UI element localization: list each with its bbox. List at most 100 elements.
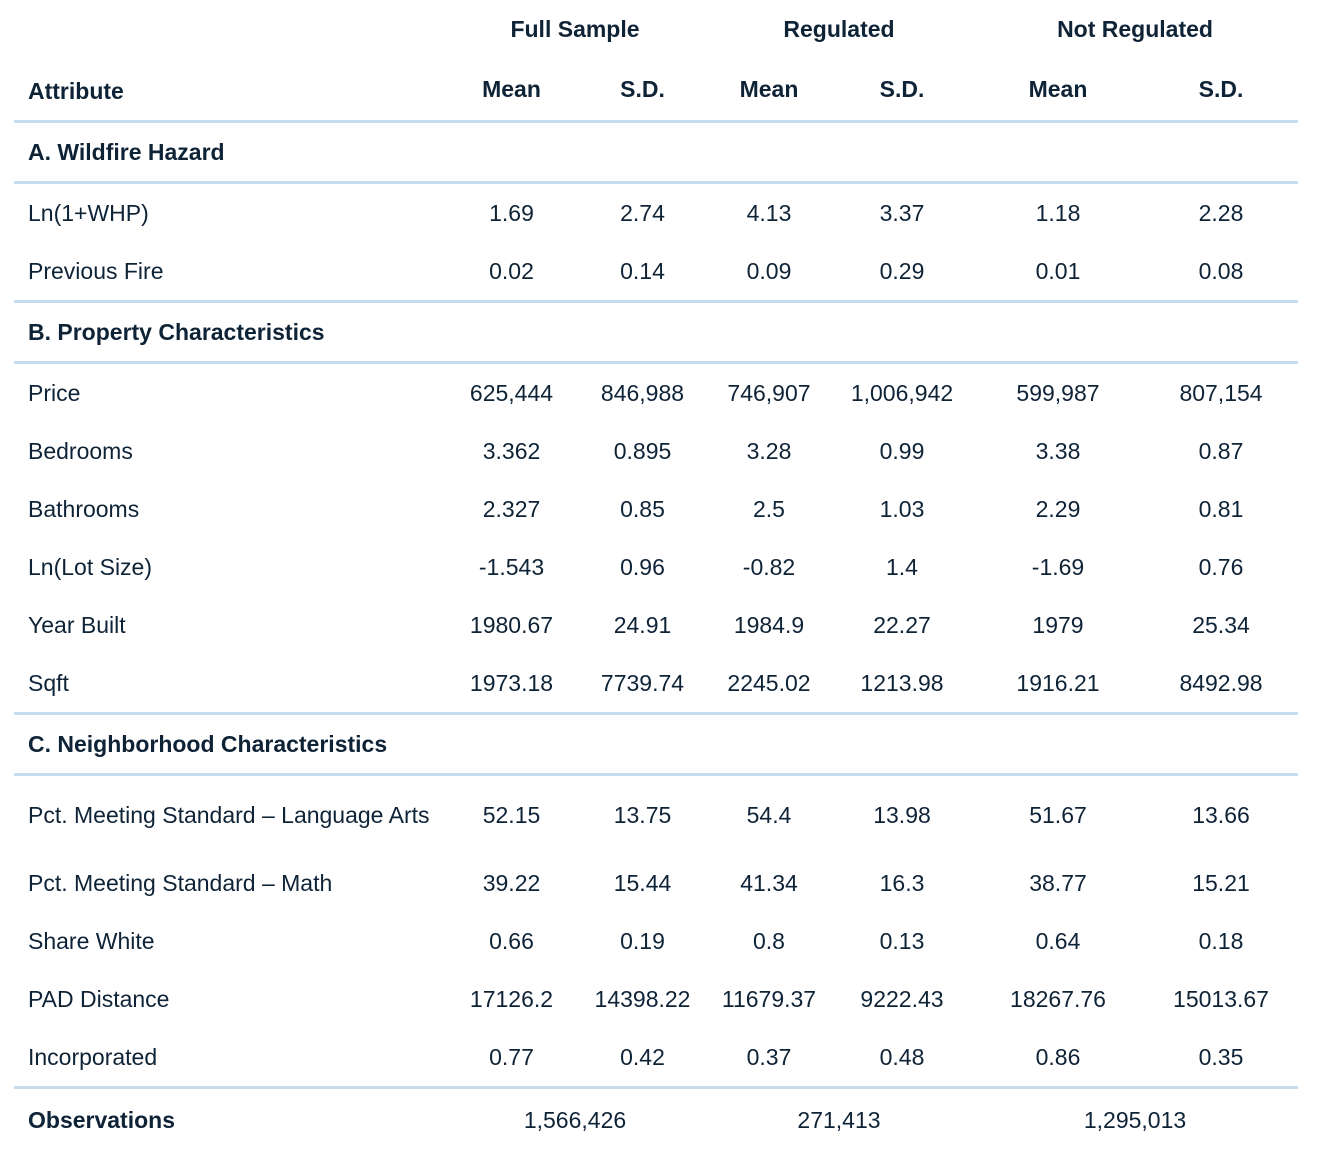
table-cell: 0.895	[579, 422, 706, 480]
table-cell: -0.82	[706, 538, 832, 596]
table-cell: 599,987	[972, 363, 1144, 423]
table-cell: 38.77	[972, 854, 1144, 912]
group-header-full-sample: Full Sample	[444, 0, 706, 58]
table-cell: 18267.76	[972, 970, 1144, 1028]
column-header-full-mean: Mean	[444, 58, 579, 122]
table-cell: 0.08	[1144, 242, 1298, 302]
table-cell: 11679.37	[706, 970, 832, 1028]
column-header-row: Attribute Mean S.D. Mean S.D. Mean S.D.	[14, 58, 1298, 122]
table-cell: 2245.02	[706, 654, 832, 714]
column-header-regulated-sd: S.D.	[832, 58, 972, 122]
table-cell: 15.21	[1144, 854, 1298, 912]
table-cell: 625,444	[444, 363, 579, 423]
row-label: Bathrooms	[14, 480, 444, 538]
table-cell: 1.03	[832, 480, 972, 538]
table-row: PAD Distance 17126.2 14398.22 11679.37 9…	[14, 970, 1298, 1028]
table-cell: 1,006,942	[832, 363, 972, 423]
table-cell: 0.01	[972, 242, 1144, 302]
row-label: Ln(1+WHP)	[14, 183, 444, 243]
table-cell: 0.81	[1144, 480, 1298, 538]
table-cell: 0.64	[972, 912, 1144, 970]
table-row: Ln(1+WHP) 1.69 2.74 4.13 3.37 1.18 2.28	[14, 183, 1298, 243]
table-cell: 52.15	[444, 775, 579, 855]
table-cell: 0.35	[1144, 1028, 1298, 1088]
section-header-row: A. Wildfire Hazard	[14, 122, 1298, 183]
empty-header-cell	[14, 0, 444, 58]
observations-full-sample: 1,566,426	[444, 1088, 706, 1151]
table-cell: 0.48	[832, 1028, 972, 1088]
table-cell: 51.67	[972, 775, 1144, 855]
table-cell: 4.13	[706, 183, 832, 243]
table-cell: 2.5	[706, 480, 832, 538]
row-label: Pct. Meeting Standard – Language Arts	[14, 775, 444, 855]
table-cell: 54.4	[706, 775, 832, 855]
table-cell: 39.22	[444, 854, 579, 912]
column-header-full-sd: S.D.	[579, 58, 706, 122]
table-header: Full Sample Regulated Not Regulated Attr…	[14, 0, 1298, 122]
table-row: Ln(Lot Size) -1.543 0.96 -0.82 1.4 -1.69…	[14, 538, 1298, 596]
table-cell: 0.77	[444, 1028, 579, 1088]
table-cell: 0.14	[579, 242, 706, 302]
table-cell: 41.34	[706, 854, 832, 912]
table-cell: 0.02	[444, 242, 579, 302]
group-header-row: Full Sample Regulated Not Regulated	[14, 0, 1298, 58]
table-cell: 9222.43	[832, 970, 972, 1028]
table-cell: 8492.98	[1144, 654, 1298, 714]
section-title: C. Neighborhood Characteristics	[14, 714, 1298, 775]
table-cell: 2.28	[1144, 183, 1298, 243]
table-cell: 3.362	[444, 422, 579, 480]
row-label: Ln(Lot Size)	[14, 538, 444, 596]
observations-row: Observations 1,566,426 271,413 1,295,013	[14, 1088, 1298, 1151]
table-cell: 3.28	[706, 422, 832, 480]
table-cell: 746,907	[706, 363, 832, 423]
table-cell: 13.66	[1144, 775, 1298, 855]
table-cell: 7739.74	[579, 654, 706, 714]
table-cell: 14398.22	[579, 970, 706, 1028]
section-title: B. Property Characteristics	[14, 302, 1298, 363]
table-row: Bathrooms 2.327 0.85 2.5 1.03 2.29 0.81	[14, 480, 1298, 538]
table-row: Price 625,444 846,988 746,907 1,006,942 …	[14, 363, 1298, 423]
table-cell: 17126.2	[444, 970, 579, 1028]
row-label: PAD Distance	[14, 970, 444, 1028]
table-cell: 2.29	[972, 480, 1144, 538]
row-label: Pct. Meeting Standard – Math	[14, 854, 444, 912]
group-header-not-regulated: Not Regulated	[972, 0, 1298, 58]
table-cell: 0.76	[1144, 538, 1298, 596]
summary-statistics-table: Full Sample Regulated Not Regulated Attr…	[14, 0, 1298, 1151]
table-cell: 1213.98	[832, 654, 972, 714]
table-body: A. Wildfire Hazard Ln(1+WHP) 1.69 2.74 4…	[14, 122, 1298, 1151]
table-cell: 2.327	[444, 480, 579, 538]
table-cell: 1984.9	[706, 596, 832, 654]
table-cell: 846,988	[579, 363, 706, 423]
table-cell: 13.98	[832, 775, 972, 855]
group-header-regulated: Regulated	[706, 0, 972, 58]
observations-label: Observations	[14, 1088, 444, 1151]
table-cell: 0.19	[579, 912, 706, 970]
table-cell: 13.75	[579, 775, 706, 855]
table-cell: 0.99	[832, 422, 972, 480]
table-row: Pct. Meeting Standard – Math 39.22 15.44…	[14, 854, 1298, 912]
table-cell: 0.37	[706, 1028, 832, 1088]
row-label: Sqft	[14, 654, 444, 714]
table-cell: 0.85	[579, 480, 706, 538]
table-cell: 1973.18	[444, 654, 579, 714]
table-cell: 3.37	[832, 183, 972, 243]
table-cell: 22.27	[832, 596, 972, 654]
column-header-not-regulated-mean: Mean	[972, 58, 1144, 122]
table-cell: 24.91	[579, 596, 706, 654]
table-row: Sqft 1973.18 7739.74 2245.02 1213.98 191…	[14, 654, 1298, 714]
observations-not-regulated: 1,295,013	[972, 1088, 1298, 1151]
table-cell: 0.29	[832, 242, 972, 302]
table-row: Previous Fire 0.02 0.14 0.09 0.29 0.01 0…	[14, 242, 1298, 302]
table-cell: 15013.67	[1144, 970, 1298, 1028]
table-cell: 1.18	[972, 183, 1144, 243]
table-cell: 2.74	[579, 183, 706, 243]
table-cell: 0.8	[706, 912, 832, 970]
table-cell: 0.86	[972, 1028, 1144, 1088]
table-cell: 0.87	[1144, 422, 1298, 480]
table-row: Pct. Meeting Standard – Language Arts 52…	[14, 775, 1298, 855]
column-header-not-regulated-sd: S.D.	[1144, 58, 1298, 122]
table-cell: 0.13	[832, 912, 972, 970]
row-label: Year Built	[14, 596, 444, 654]
row-label: Price	[14, 363, 444, 423]
